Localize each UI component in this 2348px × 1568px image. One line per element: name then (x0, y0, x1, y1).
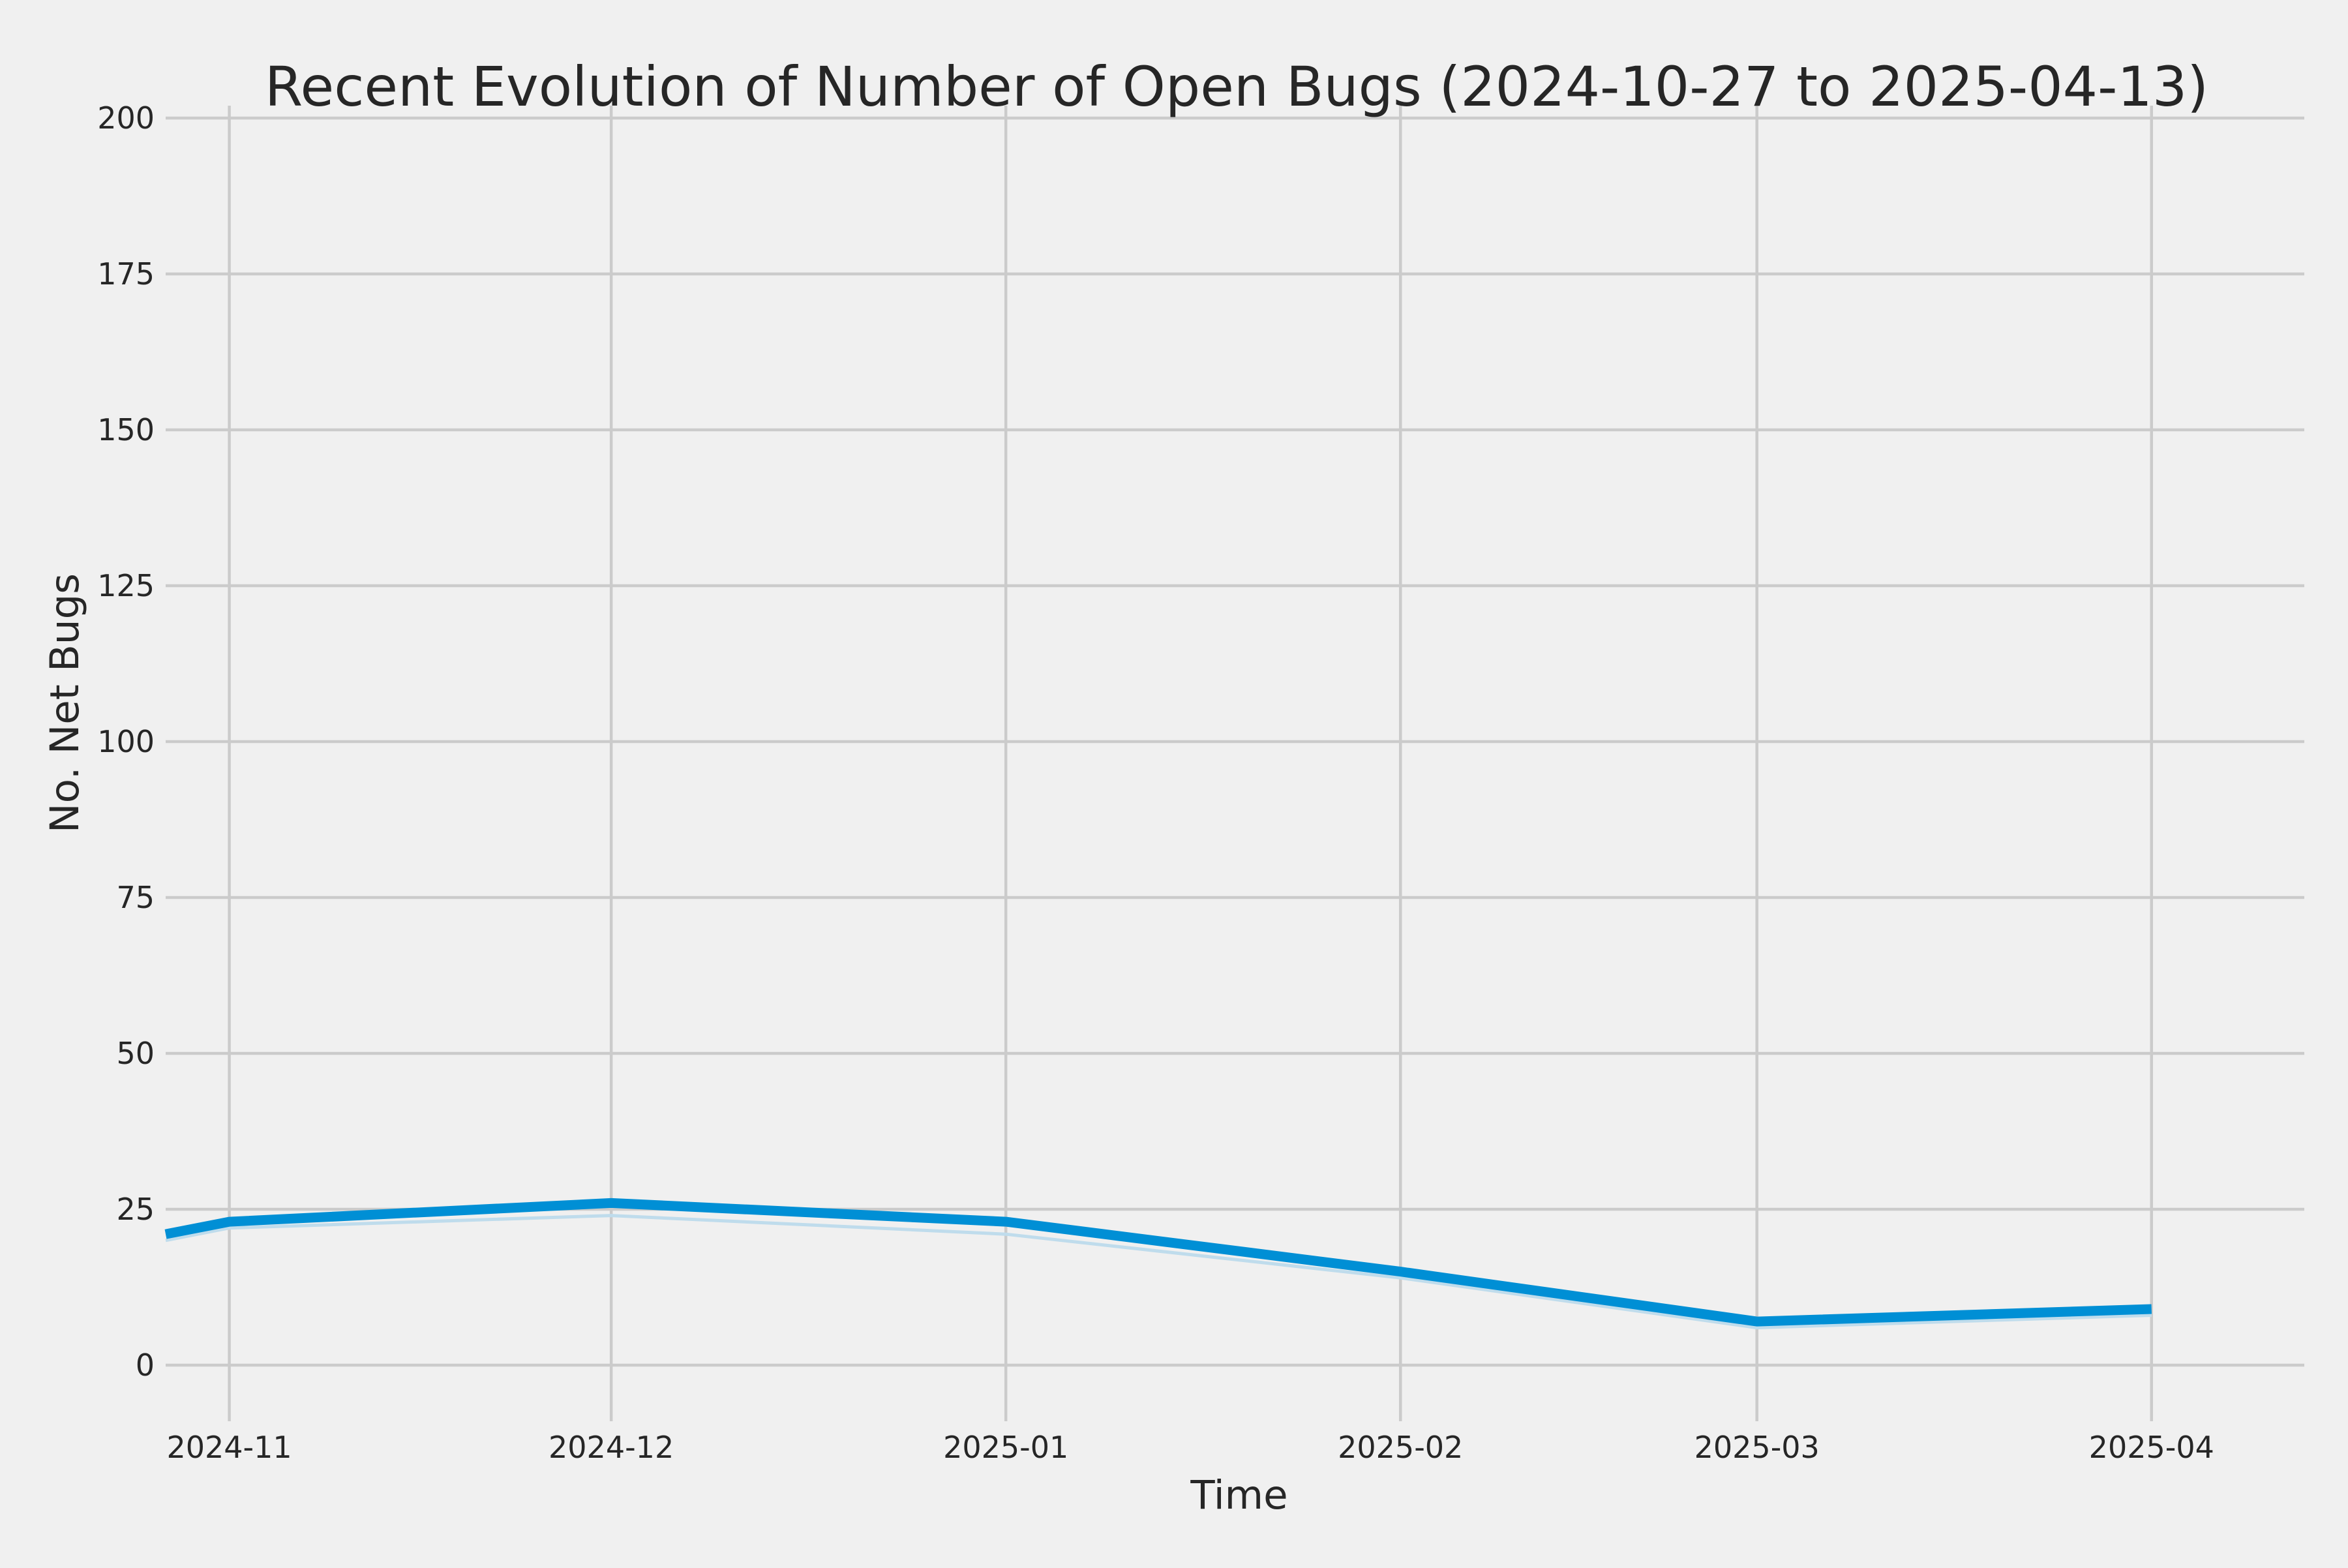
tick-labels-layer: 0 25 50 75 100 125 150 175 200 2024-11 2024-12 2025… (97, 100, 2214, 1465)
open-bugs-net-line (164, 1198, 2152, 1327)
x-tick-label: 2025-04 (2089, 1430, 2214, 1465)
y-tick-label: 125 (97, 568, 155, 603)
x-tick-label: 2024-11 (166, 1430, 292, 1465)
x-tick-label: 2025-02 (1338, 1430, 1463, 1465)
y-tick-label: 75 (116, 880, 155, 915)
x-axis-label: Time (1190, 1472, 1287, 1518)
open-bugs-secondary-line (165, 1214, 2152, 1330)
y-tick-label: 100 (97, 724, 155, 759)
y-tick-label: 25 (116, 1192, 155, 1227)
y-tick-label: 150 (97, 412, 155, 447)
y-tick-label: 175 (97, 256, 155, 292)
grid-layer (166, 106, 2304, 1421)
y-tick-label: 0 (136, 1348, 155, 1383)
y-tick-label: 50 (116, 1036, 155, 1071)
x-tick-label: 2025-01 (943, 1430, 1068, 1465)
y-axis-label: No. Net Bugs (42, 573, 88, 833)
y-tick-label: 200 (97, 100, 155, 136)
x-tick-label: 2024-12 (549, 1430, 674, 1465)
data-series-layer (164, 1198, 2152, 1330)
x-tick-label: 2025-03 (1694, 1430, 1820, 1465)
chart-title: Recent Evolution of Number of Open Bugs … (265, 55, 2208, 119)
